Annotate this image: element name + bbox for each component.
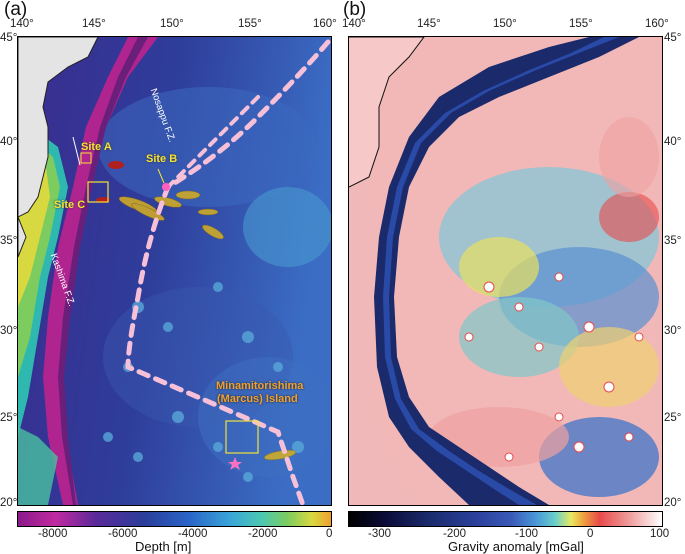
lat-tick-b-25: 25° (664, 412, 682, 424)
depth-tick-2000: -2000 (248, 528, 278, 540)
gravity-tick-300: -300 (368, 528, 392, 540)
lon-tick-a-150: 150° (160, 18, 184, 30)
lat-tick-b-20: 20° (664, 497, 682, 509)
site-a-box (80, 152, 92, 164)
shallow-patch (243, 187, 331, 267)
lat-tick-a-25: 25° (0, 412, 18, 424)
land-japan-south (18, 216, 27, 258)
anomaly-field (429, 117, 659, 497)
panel-a-label: (a) (4, 0, 28, 20)
lat-tick-a-40: 40° (0, 136, 18, 148)
coastline (349, 37, 425, 188)
lon-tick-b-140: 140° (342, 18, 366, 30)
lat-tick-b-40: 40° (664, 136, 682, 148)
gravity-tick-200: -200 (443, 528, 467, 540)
bathymetry-svg (18, 37, 331, 505)
lon-tick-a-145: 145° (82, 18, 106, 30)
depth-tick-8000: -8000 (38, 528, 68, 540)
gravity-map (348, 36, 663, 506)
data-ellipses (118, 190, 297, 461)
panel-b-label: (b) (343, 0, 367, 20)
depth-colorbar (17, 511, 332, 527)
land-japan (18, 37, 99, 218)
site-a-label: Site A (81, 141, 112, 153)
lon-tick-a-155: 155° (238, 18, 262, 30)
marcus-box (225, 420, 259, 454)
lat-tick-a-35: 35° (0, 235, 18, 247)
lat-tick-b-30: 30° (664, 325, 682, 337)
site-c-label: Site C (54, 199, 86, 211)
island-label-line1: Minamitorishima (216, 380, 304, 392)
gravity-tick-100-pos: 100 (650, 528, 670, 540)
depth-tick-0: 0 (326, 528, 333, 540)
land-japan-b (349, 37, 424, 187)
depth-colorbar-svg (18, 512, 331, 526)
site-b-label: Site B (146, 153, 178, 165)
lon-tick-b-145: 145° (417, 18, 441, 30)
site-b-arrow (157, 168, 165, 184)
abyssal-patch (98, 87, 318, 207)
gravity-tick-100: -100 (515, 528, 539, 540)
seamount-highs (464, 272, 644, 462)
lon-tick-b-150: 150° (493, 18, 517, 30)
forearc (349, 177, 419, 505)
gravity-tick-0: 0 (587, 528, 594, 540)
island-star (228, 457, 242, 470)
gravity-colorbar (348, 511, 663, 527)
lat-tick-b-35: 35° (664, 235, 682, 247)
island-label-line2: (Marcus) Island (217, 393, 298, 405)
site-a-arrow (72, 136, 81, 166)
lon-tick-a-160: 160° (313, 18, 337, 30)
depth-colorbar-title: Depth [m] (135, 539, 192, 554)
bathymetry-map: Site A Site B Site C Nosappu F.Z. Kashim… (17, 36, 332, 506)
lon-tick-b-155: 155° (569, 18, 593, 30)
ridge-south (18, 427, 58, 505)
lon-tick-a-140: 140° (10, 18, 34, 30)
lat-tick-a-30: 30° (0, 325, 18, 337)
site-a-ellipse (108, 161, 124, 169)
gravity-svg (349, 37, 662, 505)
depth-tick-6000: -6000 (108, 528, 138, 540)
lat-tick-a-20: 20° (0, 497, 18, 509)
lat-tick-a-45: 45° (0, 32, 18, 44)
hotspot-track-branch (166, 95, 260, 189)
depth-tick-4000: -4000 (178, 528, 208, 540)
gravity-colorbar-svg (349, 512, 662, 526)
gravity-colorbar-title: Gravity anomaly [mGal] (448, 539, 584, 554)
trench-axis (58, 37, 148, 505)
lat-tick-b-45: 45° (664, 32, 682, 44)
hotspot-track (125, 39, 331, 505)
site-b-marker (162, 183, 170, 191)
lon-tick-b-160: 160° (645, 18, 669, 30)
site-c-box (87, 181, 109, 203)
